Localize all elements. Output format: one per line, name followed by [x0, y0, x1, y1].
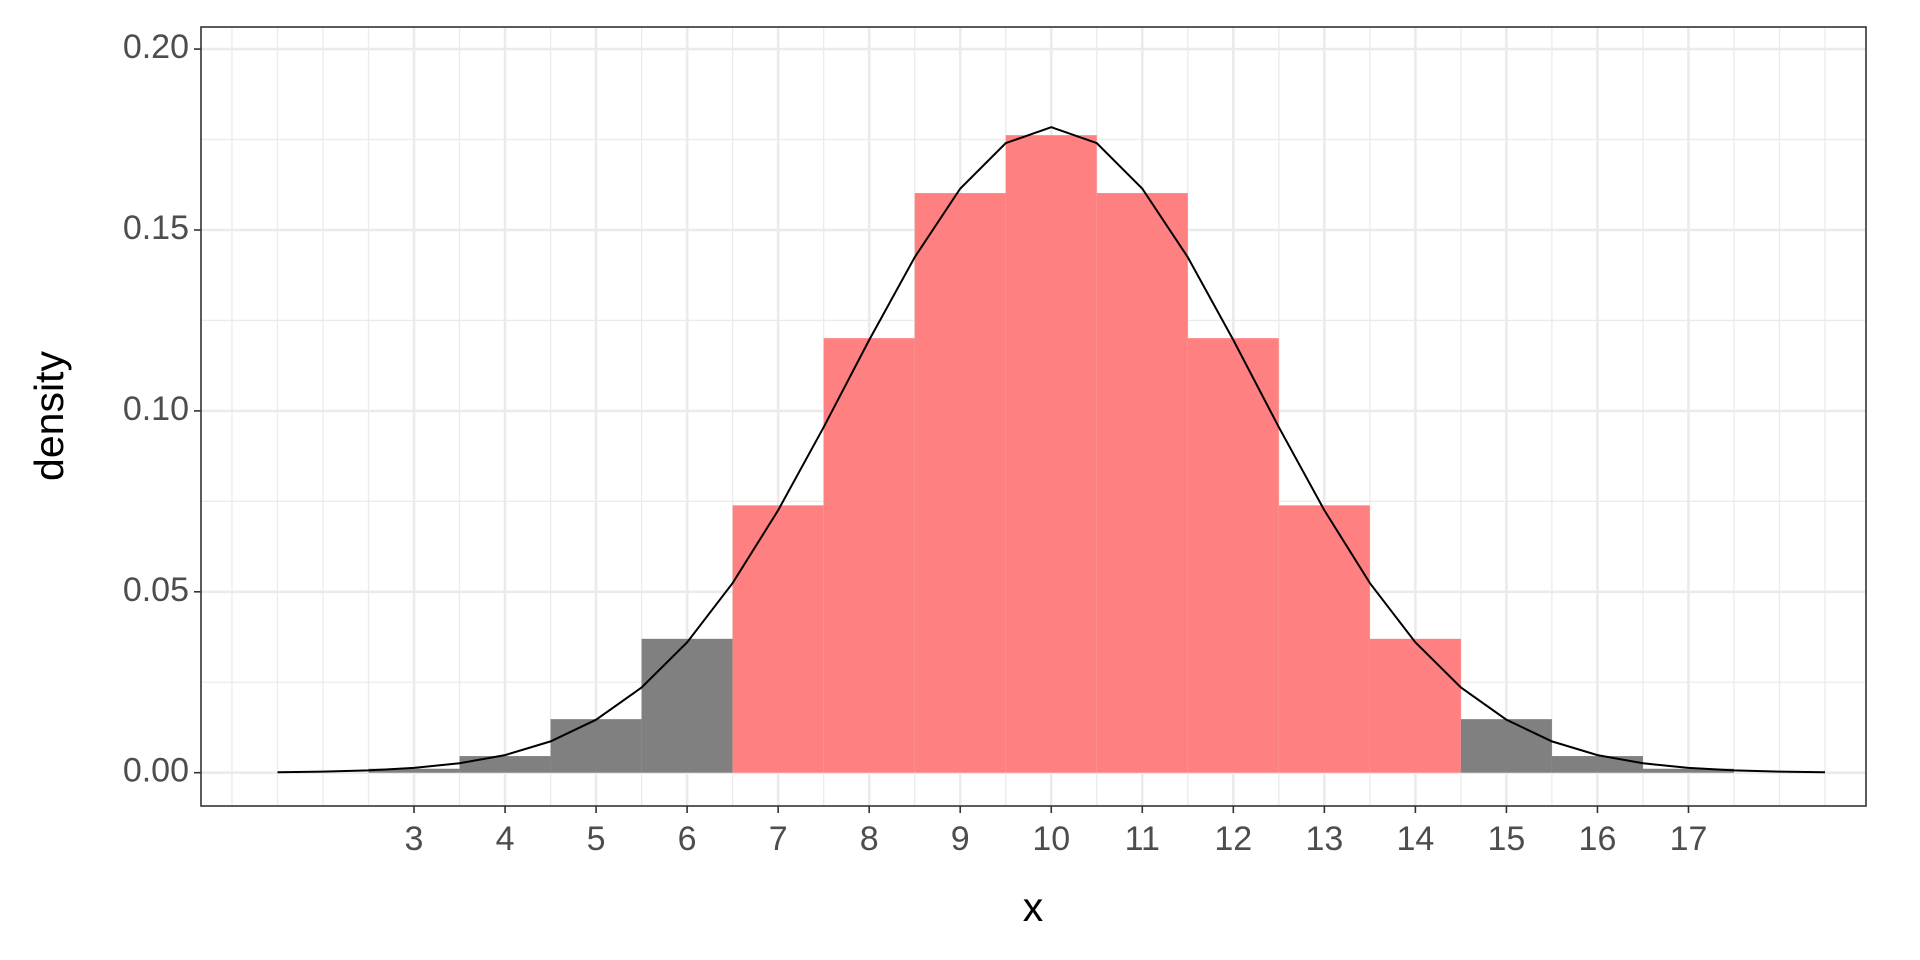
bar — [1551, 756, 1643, 773]
y-tick-label: 0.10 — [123, 390, 189, 428]
y-tick-label: 0.05 — [123, 571, 189, 609]
panel-border — [200, 26, 1867, 807]
bar — [1278, 505, 1370, 773]
x-axis-title: x — [1023, 884, 1044, 930]
bar — [732, 505, 824, 773]
bar — [914, 193, 1006, 773]
bar — [823, 338, 915, 773]
bar — [1005, 135, 1097, 773]
x-tick-label: 3 — [405, 820, 424, 858]
bar — [1369, 638, 1461, 773]
bar — [550, 719, 642, 773]
x-tick-label: 12 — [1214, 820, 1252, 858]
x-tick-label: 10 — [1032, 820, 1070, 858]
x-tick-label: 13 — [1305, 820, 1343, 858]
x-tick-label: 14 — [1396, 820, 1434, 858]
y-axis-title: density — [26, 351, 72, 481]
bar — [459, 756, 551, 773]
bar — [1187, 338, 1279, 773]
x-tick-label: 17 — [1670, 820, 1708, 858]
y-tick-label: 0.20 — [123, 28, 189, 66]
x-tick-label: 8 — [860, 820, 879, 858]
x-tick-label: 6 — [678, 820, 697, 858]
y-tick-label: 0.00 — [123, 752, 189, 790]
bar — [1096, 193, 1188, 773]
density-curve — [277, 126, 1826, 774]
x-tick-label: 15 — [1488, 820, 1526, 858]
x-tick-label: 11 — [1125, 820, 1160, 858]
y-tick-label: 0.15 — [123, 209, 189, 247]
x-tick-label: 9 — [951, 820, 970, 858]
bar — [641, 638, 733, 773]
x-tick-label: 4 — [496, 820, 515, 858]
x-tick-label: 5 — [587, 820, 606, 858]
bar — [368, 768, 460, 773]
bar — [1460, 719, 1552, 773]
bar — [1642, 768, 1735, 773]
x-tick-label: 16 — [1579, 820, 1617, 858]
x-tick-label: 7 — [769, 820, 788, 858]
